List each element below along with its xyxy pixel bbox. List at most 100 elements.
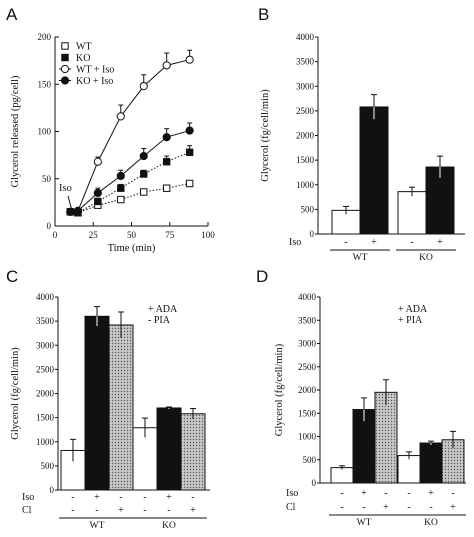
treatment-sign: - <box>429 502 432 513</box>
panel-c: 0 500 1000 1500 2000 2500 3000 3500 4000 Glycerol… <box>10 292 210 531</box>
treatment-sign: - <box>167 505 170 516</box>
bar-ko-black <box>425 166 455 235</box>
treatment-sign: - <box>340 502 343 513</box>
treatment-sign: - <box>384 488 387 499</box>
y-tick-label: 2000 <box>296 131 315 141</box>
series-line <box>70 182 190 214</box>
treatment-label-cl: Cl <box>22 505 32 516</box>
treatment-sign: - <box>191 492 194 503</box>
treatment-sign: + <box>94 492 100 503</box>
data-point <box>116 171 125 181</box>
y-tick-label: 200 <box>38 32 52 42</box>
y-tick-label: 4000 <box>36 292 55 302</box>
bar-wt-black <box>359 106 389 235</box>
series-wt <box>66 179 194 217</box>
y-tick-label: 3500 <box>298 315 317 325</box>
y-tick-label: 2500 <box>298 362 317 372</box>
bar-ko-white <box>397 455 421 484</box>
y-tick-label: 3000 <box>298 339 317 349</box>
data-point <box>66 207 75 216</box>
x-tick-label: 50 <box>127 230 137 240</box>
data-point <box>185 126 194 135</box>
y-axis-title: Glycerol (fg/cell/min) <box>260 89 271 182</box>
series-line <box>70 151 190 214</box>
data-point <box>73 206 83 215</box>
data-point <box>162 61 171 70</box>
treatment-sign: - <box>344 237 347 248</box>
y-tick-label: 0 <box>312 478 317 488</box>
x-tick-label: 75 <box>165 230 175 240</box>
treatment-sign: + <box>371 237 377 248</box>
y-tick-label: 1000 <box>36 437 55 447</box>
bar-ko-black <box>156 407 182 491</box>
treatment-sign: - <box>362 502 365 513</box>
y-tick-label: 1500 <box>298 408 317 418</box>
data-point <box>140 170 148 178</box>
x-axis-title: Time (min) <box>108 243 156 254</box>
data-point <box>93 188 102 198</box>
y-axis-title: Glycerol released (pg/cell) <box>10 75 21 187</box>
panel-letter-b: B <box>258 5 269 24</box>
bar-wt-white <box>330 467 354 484</box>
group-label-ko: KO <box>424 518 438 528</box>
y-tick-label: 1000 <box>298 432 317 442</box>
legend-label: WT + Iso <box>76 65 114 76</box>
legend-marker <box>61 42 69 50</box>
series-ko-iso <box>66 122 194 216</box>
treatment-sign: + <box>190 505 196 516</box>
treatment-sign: - <box>119 492 122 503</box>
treatment-sign: - <box>143 505 146 516</box>
treatment-sign: - <box>451 488 454 499</box>
y-tick-label: 3000 <box>36 340 55 350</box>
condition-note: + ADA <box>148 304 178 315</box>
treatment-sign: + <box>118 505 124 516</box>
legend-marker <box>60 76 70 85</box>
y-tick-label: 1500 <box>36 413 55 423</box>
data-point <box>94 197 102 206</box>
y-tick-label: 0 <box>310 229 315 239</box>
bar-ko-black <box>419 442 443 484</box>
data-point <box>140 188 148 196</box>
data-point <box>185 148 194 156</box>
legend-label: KO + Iso <box>76 76 113 87</box>
treatment-sign: - <box>143 492 146 503</box>
data-point <box>139 82 148 91</box>
legend-label: KO <box>76 53 90 64</box>
treatment-label-iso: Iso <box>286 488 298 499</box>
x-tick-label: 100 <box>201 230 215 240</box>
y-axis-title: Glycerol (fg/cell/min) <box>10 347 21 440</box>
legend-marker <box>60 64 70 74</box>
x-tick-label: 0 <box>53 230 58 240</box>
treatment-label-cl: Cl <box>286 502 296 513</box>
treatment-sign: + <box>437 237 443 248</box>
iso-annotation: Iso <box>59 183 72 194</box>
x-tick-label: 25 <box>89 230 99 240</box>
data-point <box>139 151 148 161</box>
iso-arrow <box>67 195 73 211</box>
condition-note: + ADA <box>398 304 428 315</box>
data-point <box>162 184 171 192</box>
y-tick-label: 3000 <box>296 81 315 91</box>
treatment-sign: + <box>383 502 389 513</box>
treatment-sign: + <box>428 488 434 499</box>
y-tick-label: 2500 <box>36 364 55 374</box>
panel-a: 0 50 100 150 200 0 25 50 75 100 Time (min) Glycerol… <box>10 32 215 254</box>
bar-wt-dotted-gray <box>374 391 398 484</box>
data-point <box>93 157 102 166</box>
data-point <box>185 179 194 188</box>
y-tick-label: 2500 <box>296 106 315 116</box>
y-tick-label: 500 <box>41 461 55 471</box>
treatment-label-iso: Iso <box>289 237 301 248</box>
panel-letter-a: A <box>6 5 18 24</box>
panel-d: 0 500 1000 1500 2000 2500 3000 3500 4000 Glycerol… <box>274 292 466 528</box>
treatment-sign: - <box>340 488 343 499</box>
series-ko <box>66 145 194 217</box>
treatment-sign: - <box>71 505 74 516</box>
y-tick-label: 3500 <box>36 316 55 326</box>
y-axis-title: Glycerol (fg/cell/min) <box>274 343 285 436</box>
bar-wt-dotted-gray <box>108 324 134 491</box>
treatment-sign: - <box>71 492 74 503</box>
y-tick-label: 2000 <box>298 385 317 395</box>
